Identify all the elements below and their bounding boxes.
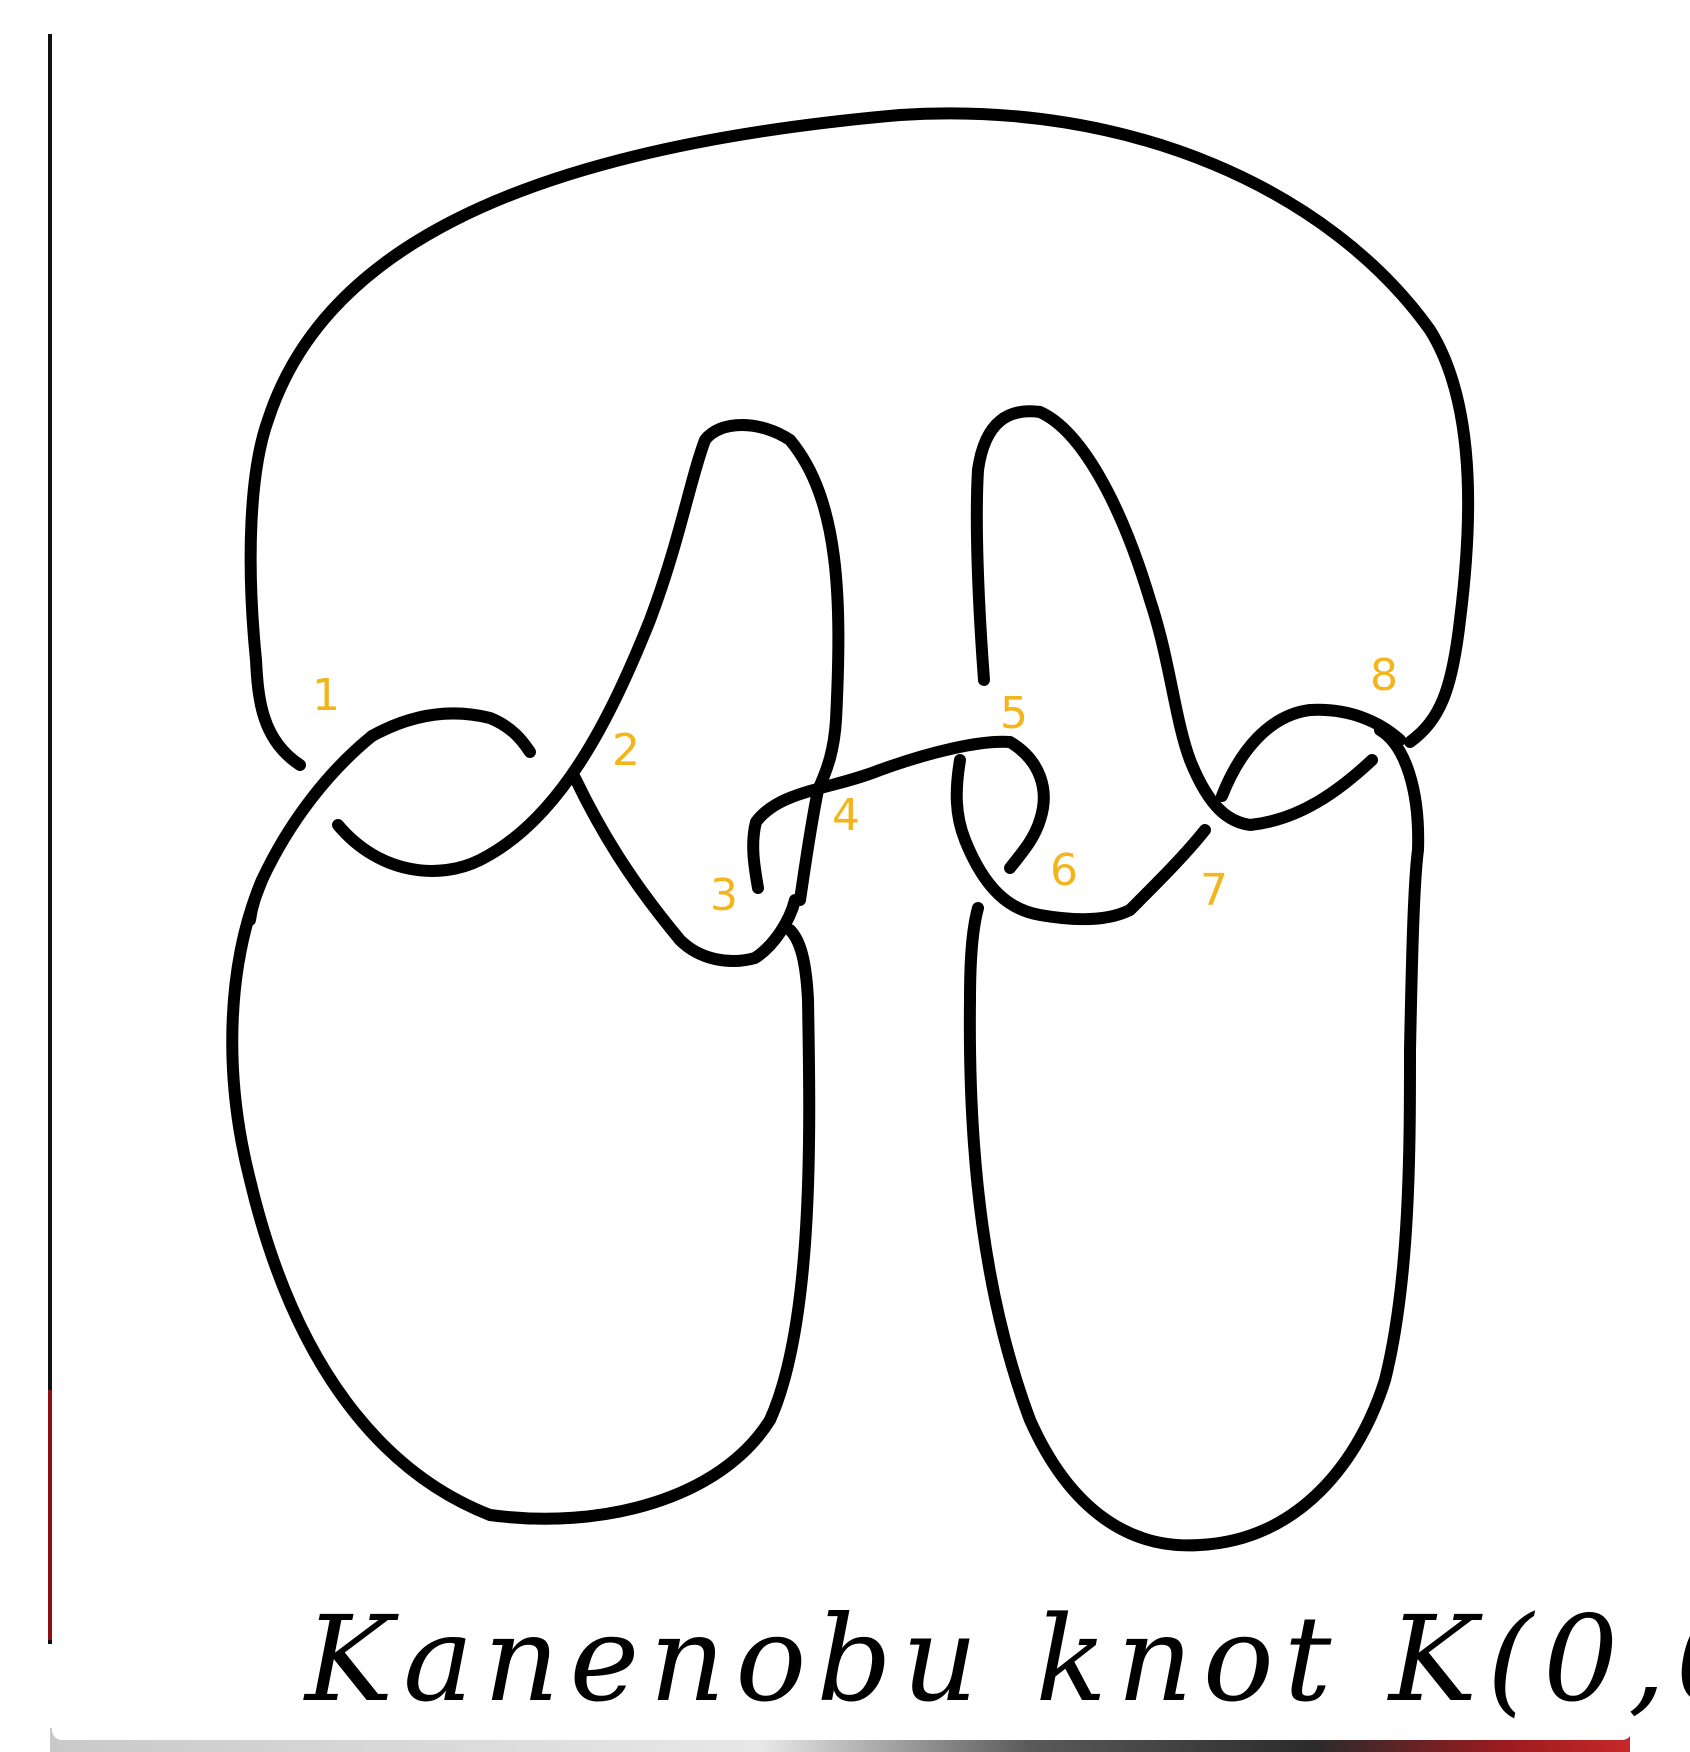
strand-crossing-4-over (794, 784, 824, 906)
crossing-label-7: 7 (1200, 865, 1228, 916)
strand-crossing-8-over (1216, 703, 1406, 802)
strand-top-arc (244, 107, 1475, 771)
crossing-label-2: 2 (612, 725, 640, 776)
crossing-label-6: 6 (1050, 845, 1078, 896)
crossing-label-3: 3 (710, 870, 738, 921)
strand-left-lower-loop (226, 730, 816, 1525)
strand-crossing-2-under (569, 772, 801, 967)
left-window-edge-accent (48, 1390, 52, 1640)
crossing-label-5: 5 (1000, 688, 1028, 739)
strand-right-lower-loop (963, 724, 1425, 1552)
left-window-edge (48, 34, 52, 1644)
strand-crossing-5-6 (950, 754, 1211, 926)
crossing-label-8: 8 (1370, 650, 1398, 701)
crossing-label-1: 1 (312, 670, 340, 721)
strand-bridge (747, 735, 1050, 894)
diagram-caption: Kanenobu knot K(0,0) (303, 1590, 1690, 1728)
drawing-sheet (52, 34, 1632, 1740)
strand-crossing-1-under (244, 874, 268, 926)
strand-left-inner-loop (332, 419, 845, 877)
strand-crossing-1-over (366, 707, 536, 758)
crossing-label-4: 4 (832, 790, 860, 841)
strand-right-inner-loop (970, 405, 1378, 831)
